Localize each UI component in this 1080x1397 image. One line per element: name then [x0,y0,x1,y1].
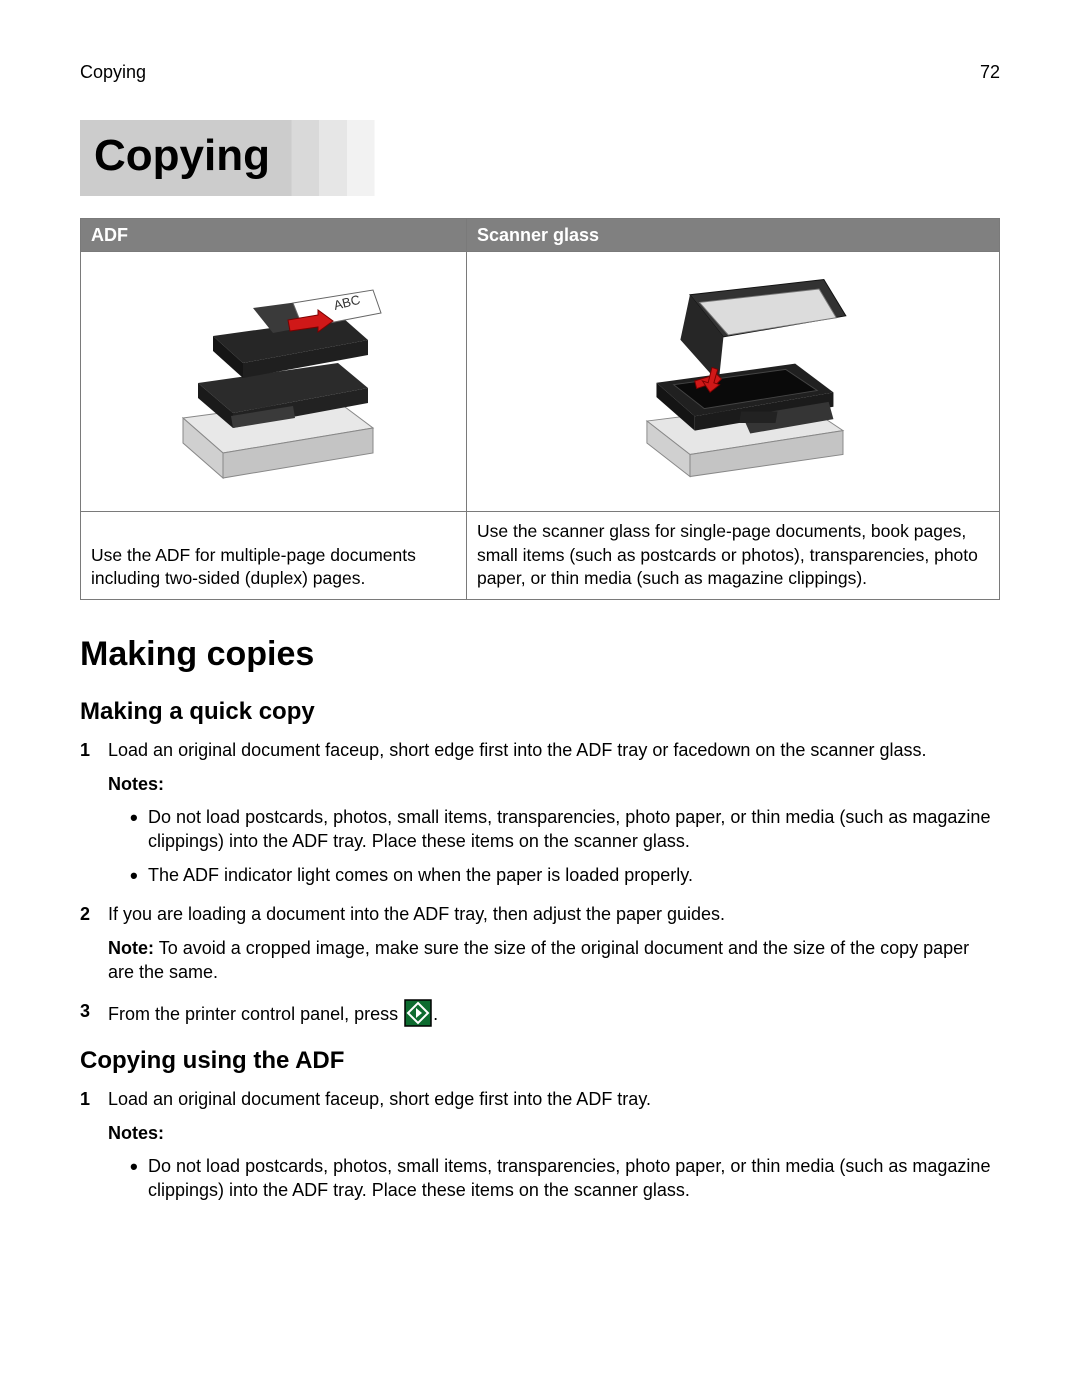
printer-adf-icon: ABC [143,268,403,488]
inline-note: Note: To avoid a cropped image, make sur… [108,936,1000,985]
adf-copy-steps: 1 Load an original document faceup, shor… [80,1087,1000,1202]
step-text-pre: From the printer control panel, press [108,1004,403,1024]
step-text: Load an original document faceup, short … [108,1089,651,1109]
chapter-title-bar: Copying [80,120,1000,195]
step-number: 1 [80,1087,90,1111]
comparison-table: ADF Scanner glass [80,218,1000,600]
header-section: Copying [80,60,146,84]
note-item: Do not load postcards, photos, small ite… [130,805,1000,854]
notes-label: Notes: [108,772,1000,796]
chapter-title: Copying [94,126,986,185]
notes-label: Notes: [108,1121,1000,1145]
step-3: 3 From the printer control panel, press … [80,999,1000,1027]
step-text: If you are loading a document into the A… [108,904,725,924]
note-text: To avoid a cropped image, make sure the … [108,938,969,982]
table-header-adf: ADF [81,218,467,251]
quick-copy-steps: 1 Load an original document faceup, shor… [80,738,1000,1026]
table-header-scanner: Scanner glass [466,218,999,251]
note-item: The ADF indicator light comes on when th… [130,863,1000,887]
subsection-quick-copy: Making a quick copy [80,696,1000,728]
header-page-number: 72 [980,60,1000,84]
subsection-adf-copy: Copying using the ADF [80,1045,1000,1077]
step-1: 1 Load an original document faceup, shor… [80,738,1000,887]
adf-description: Use the ADF for multiple-page documents … [81,511,467,599]
section-making-copies: Making copies [80,632,1000,678]
page-header: Copying 72 [80,60,1000,84]
step-number: 3 [80,999,90,1023]
step-text-post: . [433,1004,438,1024]
step-number: 1 [80,738,90,762]
note-item: Do not load postcards, photos, small ite… [130,1154,1000,1203]
start-diamond-icon [404,999,432,1027]
notes-list: Do not load postcards, photos, small ite… [108,1154,1000,1203]
scanner-description: Use the scanner glass for single-page do… [466,511,999,599]
step-number: 2 [80,902,90,926]
notes-list: Do not load postcards, photos, small ite… [108,805,1000,888]
scanner-image-cell [466,251,999,511]
step-text: Load an original document faceup, short … [108,740,926,760]
note-label: Note: [108,938,154,958]
step-1: 1 Load an original document faceup, shor… [80,1087,1000,1202]
step-2: 2 If you are loading a document into the… [80,902,1000,985]
printer-scanner-icon [583,268,883,488]
adf-image-cell: ABC [81,251,467,511]
